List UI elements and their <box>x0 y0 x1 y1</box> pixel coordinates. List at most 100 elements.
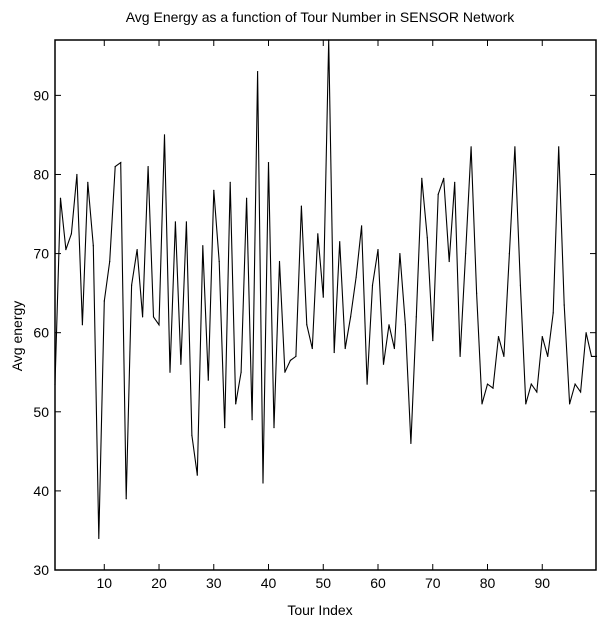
data-point <box>432 340 434 342</box>
series-line-path <box>55 40 597 539</box>
data-point <box>443 177 445 179</box>
y-tick-label: 90 <box>33 87 49 103</box>
y-tick-label: 70 <box>33 246 49 262</box>
data-point <box>470 146 472 148</box>
data-point <box>109 260 111 263</box>
data-point <box>196 474 198 476</box>
axis-ticks: 10 20 30 40 50 60 70 80 90 30 40 50 60 70 80 90 <box>33 40 596 591</box>
data-point <box>536 391 538 393</box>
data-point <box>476 292 478 294</box>
x-tick-label: 70 <box>425 575 441 591</box>
y-tick-label: 40 <box>33 483 49 499</box>
data-point <box>454 181 456 183</box>
data-point <box>180 363 182 365</box>
x-tick-label: 20 <box>151 575 167 591</box>
data-point <box>54 383 56 385</box>
data-point <box>262 482 264 484</box>
x-tick-label: 80 <box>480 575 496 591</box>
data-point <box>207 379 209 381</box>
data-point <box>202 245 204 247</box>
data-point <box>98 537 100 540</box>
data-point <box>514 146 516 148</box>
data-point <box>235 403 237 405</box>
data-point <box>65 249 67 251</box>
data-point <box>541 336 543 338</box>
data-point <box>497 336 500 338</box>
data-point <box>114 166 116 168</box>
data-point <box>87 181 89 183</box>
data-point <box>213 189 215 191</box>
data-point <box>278 260 281 263</box>
data-point <box>377 249 379 251</box>
x-tick-label: 90 <box>534 575 550 591</box>
data-point <box>382 363 385 365</box>
data-point <box>344 347 346 350</box>
data-point <box>311 347 313 350</box>
x-tick-label: 10 <box>96 575 112 591</box>
data-point <box>120 162 122 164</box>
data-point <box>371 284 374 286</box>
data-point <box>125 498 127 500</box>
data-point <box>147 166 149 168</box>
chart-title: Avg Energy as a function of Tour Number … <box>126 9 516 25</box>
series-points <box>54 39 597 540</box>
data-point <box>224 427 226 429</box>
data-point <box>158 324 160 326</box>
data-point <box>174 221 176 223</box>
data-point <box>558 146 560 148</box>
data-point <box>169 371 171 373</box>
data-point <box>59 197 62 199</box>
data-point <box>136 249 138 251</box>
data-point <box>590 355 593 357</box>
data-point <box>306 324 308 326</box>
data-point <box>131 284 133 286</box>
data-point <box>393 347 395 350</box>
data-point <box>295 355 297 357</box>
data-point <box>448 260 450 263</box>
data-point <box>388 324 390 326</box>
x-tick-label: 40 <box>261 575 277 591</box>
data-point <box>399 253 401 255</box>
data-point <box>185 221 187 223</box>
x-tick-label: 30 <box>206 575 222 591</box>
series-line <box>55 40 597 539</box>
data-point <box>421 177 423 179</box>
data-point <box>547 355 549 357</box>
data-point <box>328 39 330 41</box>
data-point <box>289 359 291 361</box>
data-point <box>569 403 571 405</box>
data-point <box>574 383 576 385</box>
y-tick-label: 50 <box>33 404 49 420</box>
x-tick-label: 60 <box>370 575 386 591</box>
data-point <box>273 427 275 429</box>
data-point <box>251 419 253 421</box>
x-axis-label: Tour Index <box>287 602 352 618</box>
data-point <box>70 233 72 235</box>
y-tick-label: 80 <box>33 166 49 182</box>
data-point <box>486 383 489 385</box>
data-point <box>552 312 554 314</box>
data-point <box>410 442 412 444</box>
data-point <box>152 316 155 318</box>
data-point <box>267 162 270 164</box>
data-point <box>300 205 302 207</box>
data-point <box>426 237 428 239</box>
data-point <box>350 316 352 318</box>
data-point <box>333 351 335 354</box>
plot-frame <box>54 39 597 571</box>
data-point <box>459 355 461 357</box>
data-point <box>76 173 78 176</box>
data-point <box>366 383 368 385</box>
data-point <box>503 355 505 357</box>
data-point <box>317 233 319 235</box>
data-point <box>191 434 193 437</box>
data-point <box>322 296 324 298</box>
data-point <box>355 276 357 278</box>
y-tick-label: 30 <box>33 562 49 578</box>
data-point <box>257 71 259 73</box>
y-tick-label: 60 <box>33 325 49 341</box>
data-point <box>519 284 522 286</box>
data-point <box>229 181 231 183</box>
data-point <box>492 387 494 389</box>
